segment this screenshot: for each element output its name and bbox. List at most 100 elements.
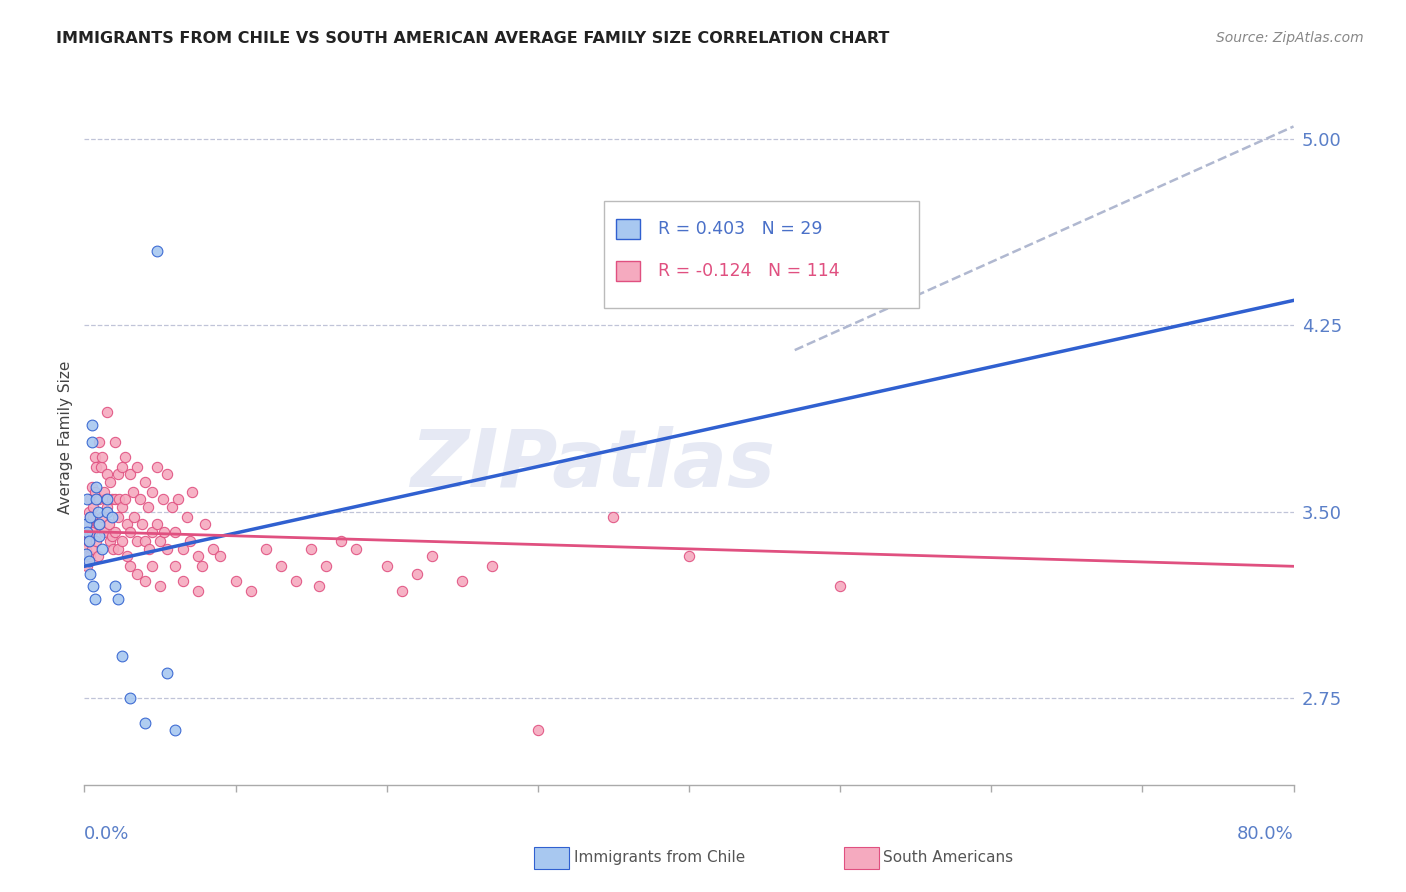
Point (96, 467, 118, 482)
Point (90, 459, 112, 474)
Point (149, 534, 172, 549)
Point (87, 505, 110, 519)
Point (75, 516, 97, 531)
Point (100, 529, 122, 543)
Point (134, 475, 156, 489)
Point (149, 579, 172, 593)
Point (141, 484, 163, 499)
Point (96, 500, 118, 514)
Text: 80.0%: 80.0% (1237, 825, 1294, 843)
Point (129, 492, 152, 507)
Point (77, 554, 100, 568)
Point (114, 450, 136, 464)
Point (75, 547, 97, 561)
Point (89, 435, 111, 450)
Point (146, 244, 169, 258)
Point (315, 559, 337, 574)
Point (134, 715, 156, 730)
Point (77, 529, 100, 543)
Point (179, 534, 201, 549)
Point (602, 509, 624, 524)
Point (225, 574, 247, 589)
Point (187, 549, 209, 564)
Point (80, 417, 103, 432)
Point (167, 492, 190, 507)
Point (80, 524, 103, 539)
Point (121, 484, 143, 499)
Text: Source: ZipAtlas.com: Source: ZipAtlas.com (1216, 31, 1364, 45)
Point (89, 492, 111, 507)
Point (96, 505, 118, 519)
Point (127, 534, 149, 549)
Text: 0.0%: 0.0% (84, 825, 129, 843)
Point (91, 509, 114, 524)
Point (89, 516, 111, 531)
Text: IMMIGRANTS FROM CHILE VS SOUTH AMERICAN AVERAGE FAMILY SIZE CORRELATION CHART: IMMIGRANTS FROM CHILE VS SOUTH AMERICAN … (56, 31, 890, 46)
Point (97, 516, 120, 531)
Point (131, 516, 153, 531)
Point (76, 492, 98, 507)
Text: Immigrants from Chile: Immigrants from Chile (574, 850, 745, 864)
Point (451, 574, 474, 589)
Point (76, 524, 98, 539)
Point (830, 579, 852, 593)
Point (82, 509, 104, 524)
Text: ZIPatlas: ZIPatlas (409, 425, 775, 504)
Point (76, 516, 98, 531)
Point (80, 541, 103, 556)
Point (115, 516, 138, 531)
Point (98, 475, 121, 489)
Point (134, 534, 156, 549)
Point (107, 467, 129, 482)
Point (84, 484, 107, 499)
Point (107, 509, 129, 524)
Point (104, 579, 127, 593)
Point (77, 534, 100, 549)
Point (111, 459, 134, 474)
Point (104, 524, 127, 539)
Point (187, 584, 209, 599)
Point (76, 549, 98, 564)
Point (172, 574, 194, 589)
Point (152, 492, 174, 507)
Point (75, 534, 97, 549)
Point (107, 541, 129, 556)
Point (146, 516, 169, 531)
Point (114, 492, 136, 507)
Point (93, 524, 115, 539)
Point (80, 435, 103, 450)
Point (86, 480, 108, 494)
Point (375, 559, 398, 574)
Point (138, 541, 160, 556)
Point (180, 484, 202, 499)
Point (391, 584, 413, 599)
Point (127, 566, 149, 581)
Point (101, 541, 124, 556)
Point (299, 541, 322, 556)
Point (104, 492, 127, 507)
Point (270, 559, 292, 574)
Point (209, 549, 232, 564)
Point (163, 723, 186, 738)
Point (191, 559, 214, 574)
Point (75, 524, 97, 539)
Point (77, 505, 100, 519)
Point (146, 459, 169, 474)
Text: South Americans: South Americans (883, 850, 1014, 864)
Point (201, 541, 224, 556)
Point (163, 559, 186, 574)
Point (79, 509, 101, 524)
Point (104, 435, 127, 450)
Point (284, 574, 308, 589)
Point (194, 516, 217, 531)
Point (163, 524, 186, 539)
Point (86, 459, 108, 474)
Point (100, 509, 122, 524)
Point (239, 584, 262, 599)
Point (96, 405, 118, 419)
Point (100, 492, 122, 507)
Text: R = 0.403   N = 29: R = 0.403 N = 29 (658, 220, 823, 238)
Point (79, 492, 101, 507)
Point (156, 467, 179, 482)
Point (308, 579, 330, 593)
